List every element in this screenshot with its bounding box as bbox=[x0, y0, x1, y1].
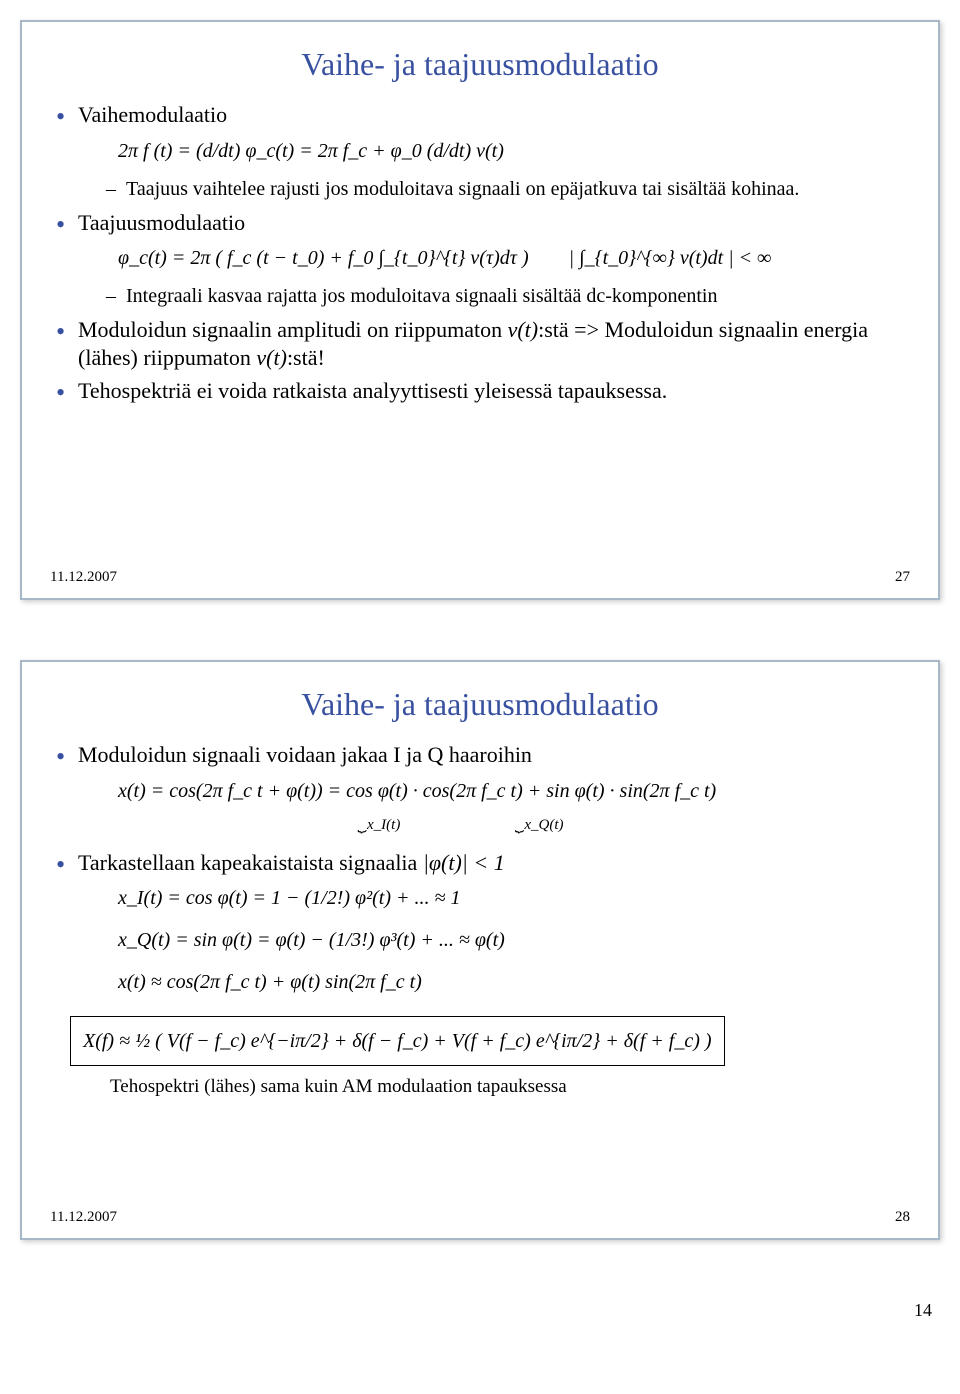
bullet-text: Tarkastellaan kapeakaistaista signaalia bbox=[78, 850, 423, 875]
equation-1: 2π f (t) = (d/dt) φ_c(t) = 2π f_c + φ_0 … bbox=[118, 135, 910, 167]
eq1-line: x(t) = cos(2π f_c t + φ(t)) = cos φ(t) ·… bbox=[118, 780, 716, 802]
slide-footer: 11.12.2007 27 bbox=[50, 569, 910, 586]
under1: x_I(t) bbox=[367, 817, 400, 833]
slide-28: Vaihe- ja taajuusmodulaatio Moduloidun s… bbox=[20, 660, 940, 1240]
boxed-equation: X(f) ≈ ½ ( V(f − f_c) e^{−iπ/2} + δ(f − … bbox=[70, 1016, 725, 1066]
bullet-text: Taajuusmodulaatio bbox=[78, 210, 245, 235]
slide-27: Vaihe- ja taajuusmodulaatio Vaihemodulaa… bbox=[20, 20, 940, 600]
equation-2: x_I(t) = cos φ(t) = 1 − (1/2!) φ²(t) + .… bbox=[118, 882, 910, 914]
bullet-list: Moduloidun signaali voidaan jakaa I ja Q… bbox=[50, 741, 910, 998]
page-number: 14 bbox=[20, 1300, 940, 1321]
sub-bullet: Taajuus vaihtelee rajusti jos moduloitav… bbox=[106, 177, 910, 201]
footer-page: 28 bbox=[895, 1209, 910, 1226]
slide-title: Vaihe- ja taajuusmodulaatio bbox=[50, 686, 910, 723]
caption: Tehospektri (lähes) sama kuin AM modulaa… bbox=[110, 1076, 910, 1098]
bullet-4: Tehospektriä ei voida ratkaista analyytt… bbox=[56, 377, 910, 405]
equation-1: x(t) = cos(2π f_c t + φ(t)) = cos φ(t) ·… bbox=[118, 775, 910, 839]
bullet-3: Moduloidun signaalin amplitudi on riippu… bbox=[56, 316, 910, 371]
bullet-2: Taajuusmodulaatio φ_c(t) = 2π ( f_c (t −… bbox=[56, 209, 910, 309]
text-a: Moduloidun signaalin amplitudi on riippu… bbox=[78, 317, 508, 342]
cond: |φ(t)| < 1 bbox=[423, 850, 505, 875]
equation-4: x(t) ≈ cos(2π f_c t) + φ(t) sin(2π f_c t… bbox=[118, 966, 910, 998]
equation-3: x_Q(t) = sin φ(t) = φ(t) − (1/3!) φ³(t) … bbox=[118, 924, 910, 956]
bullet-text: Moduloidun signaali voidaan jakaa I ja Q… bbox=[78, 742, 532, 767]
eq-2b: | ∫_{t_0}^{∞} v(t)dt | < ∞ bbox=[569, 242, 772, 274]
equation-2: φ_c(t) = 2π ( f_c (t − t_0) + f_0 ∫_{t_0… bbox=[118, 242, 910, 274]
footer-page: 27 bbox=[895, 569, 910, 586]
bullet-2: Tarkastellaan kapeakaistaista signaalia … bbox=[56, 849, 910, 999]
math-vt2: v(t) bbox=[256, 345, 287, 370]
bullet-1: Vaihemodulaatio 2π f (t) = (d/dt) φ_c(t)… bbox=[56, 101, 910, 201]
text-e: :stä! bbox=[287, 345, 325, 370]
eq-2a: φ_c(t) = 2π ( f_c (t − t_0) + f_0 ∫_{t_0… bbox=[118, 242, 529, 274]
bullet-text: Vaihemodulaatio bbox=[78, 102, 227, 127]
slide-title: Vaihe- ja taajuusmodulaatio bbox=[50, 46, 910, 83]
footer-date: 11.12.2007 bbox=[50, 1209, 117, 1226]
math-vt: v(t) bbox=[508, 317, 539, 342]
bullet-1: Moduloidun signaali voidaan jakaa I ja Q… bbox=[56, 741, 910, 839]
under2: x_Q(t) bbox=[524, 817, 563, 833]
bullet-list: Vaihemodulaatio 2π f (t) = (d/dt) φ_c(t)… bbox=[50, 101, 910, 405]
slide-footer: 11.12.2007 28 bbox=[50, 1209, 910, 1226]
footer-date: 11.12.2007 bbox=[50, 569, 117, 586]
sub-bullet: Integraali kasvaa rajatta jos moduloitav… bbox=[106, 284, 910, 308]
